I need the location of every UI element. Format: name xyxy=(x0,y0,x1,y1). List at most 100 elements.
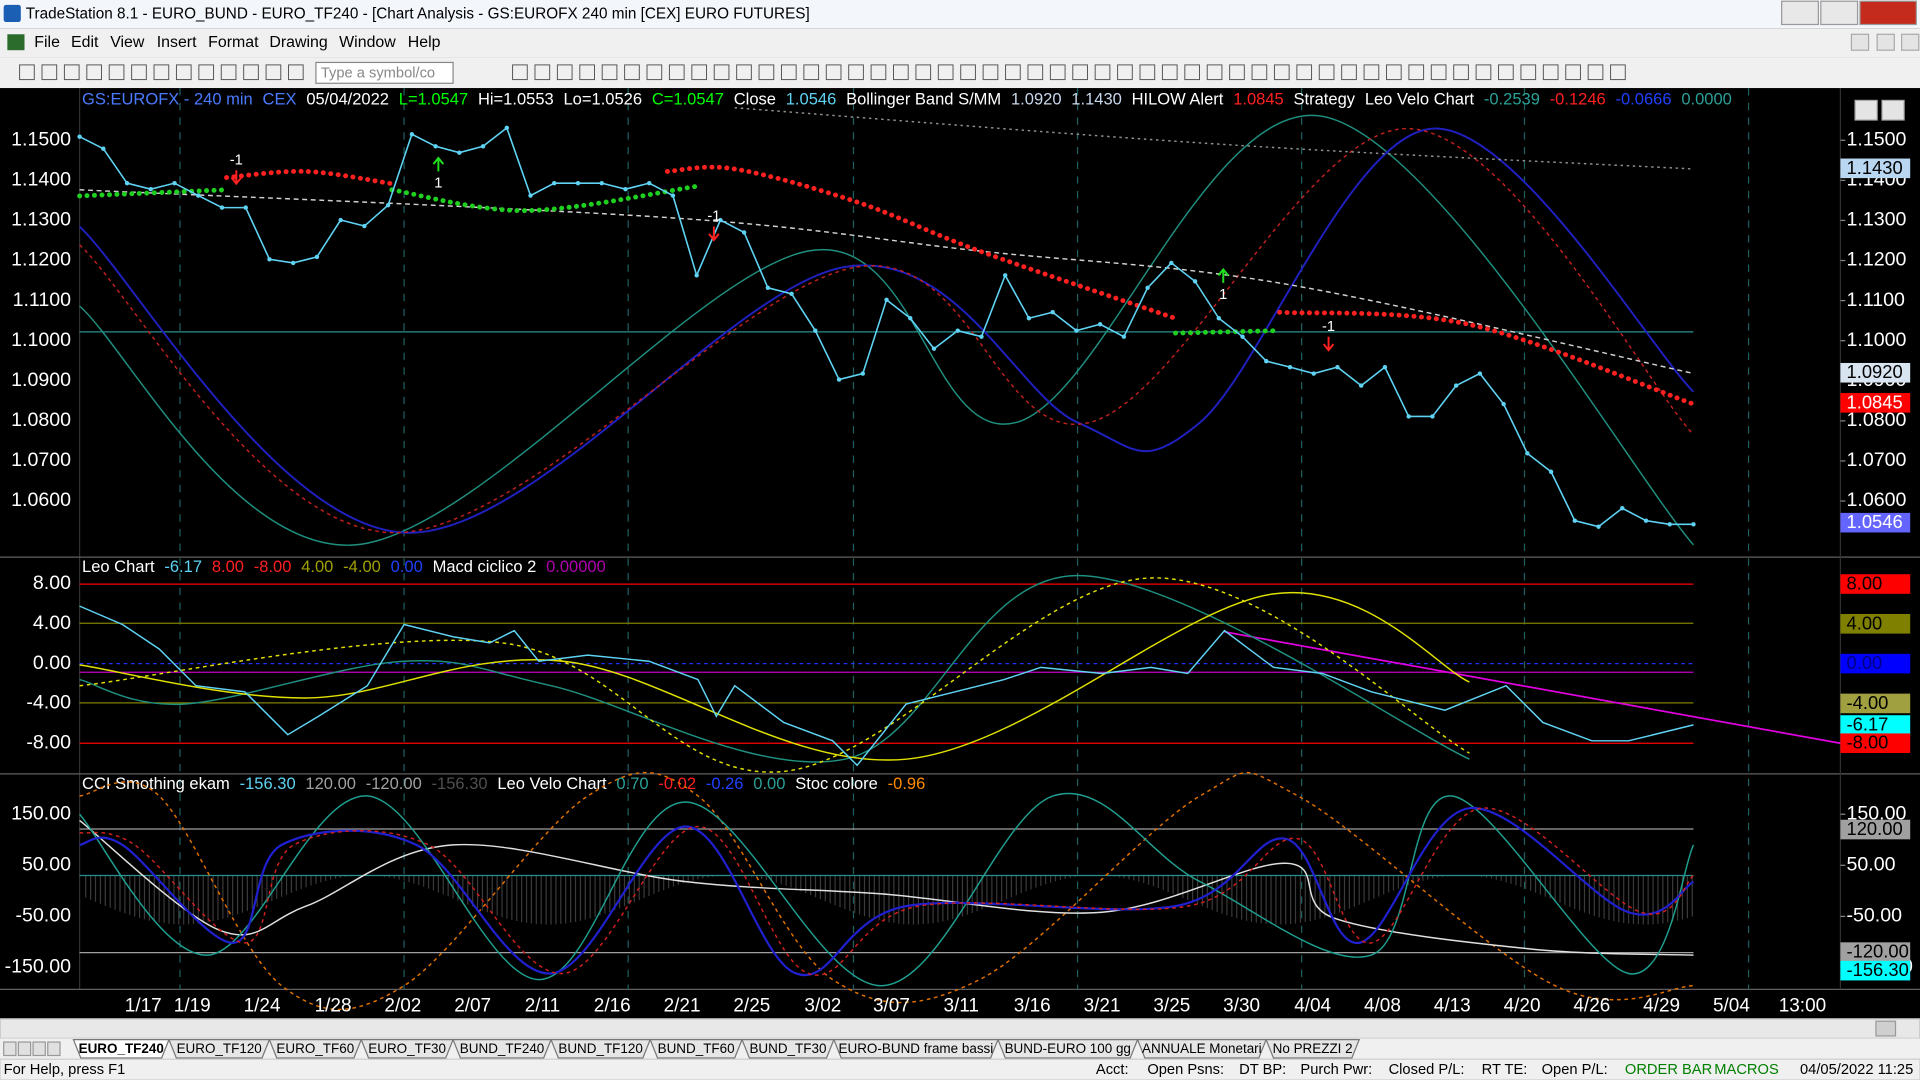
menu-item[interactable]: Drawing xyxy=(269,34,327,51)
toolbar-button[interactable] xyxy=(1094,64,1111,81)
sheet-tab[interactable] xyxy=(1265,1038,1361,1059)
maximize-button[interactable] xyxy=(1820,0,1859,26)
tab-nav-button[interactable] xyxy=(32,1041,46,1057)
toolbar-button[interactable] xyxy=(915,64,932,81)
toolbar-button[interactable] xyxy=(736,64,752,81)
menu-item[interactable]: Edit xyxy=(71,34,99,51)
toolbar-button[interactable] xyxy=(780,64,797,81)
sheet-tab[interactable] xyxy=(168,1038,271,1059)
toolbar-button[interactable] xyxy=(1363,64,1380,81)
toolbar-button[interactable] xyxy=(41,64,58,81)
toolbar-button[interactable] xyxy=(1296,64,1313,81)
toolbar-button[interactable] xyxy=(848,64,864,81)
minimize-button[interactable] xyxy=(1781,0,1819,26)
toolbar-button[interactable] xyxy=(1386,64,1402,81)
toolbar-button[interactable] xyxy=(1229,64,1245,81)
toolbar-button[interactable] xyxy=(825,64,842,81)
sheet-tab[interactable] xyxy=(550,1038,652,1059)
toolbar-button[interactable] xyxy=(1498,64,1514,81)
symbol-input[interactable] xyxy=(315,61,454,84)
toolbar-button[interactable] xyxy=(668,64,685,81)
toolbar-button[interactable] xyxy=(1072,64,1088,81)
toolbar-button[interactable] xyxy=(1049,64,1066,81)
sheet-tab[interactable] xyxy=(649,1038,743,1059)
toolbar-button[interactable] xyxy=(1341,64,1357,81)
toolbar-button[interactable] xyxy=(1318,64,1335,81)
sheet-tab[interactable] xyxy=(452,1038,552,1059)
sheet-tab[interactable] xyxy=(72,1038,170,1059)
toolbar-button[interactable] xyxy=(624,64,640,81)
close-button[interactable] xyxy=(1859,0,1917,26)
menu-item[interactable]: File xyxy=(34,34,60,51)
toolbar-button[interactable] xyxy=(870,64,887,81)
toolbar-button[interactable] xyxy=(556,64,573,81)
toolbar-button[interactable] xyxy=(982,64,999,81)
toolbar-button[interactable] xyxy=(758,64,775,81)
toolbar-button[interactable] xyxy=(153,64,170,81)
toolbar-button[interactable] xyxy=(265,64,282,81)
sheet-tab[interactable] xyxy=(268,1038,363,1059)
toolbar-button[interactable] xyxy=(288,64,304,81)
sheet-tab[interactable] xyxy=(741,1038,835,1059)
toolbar-button[interactable] xyxy=(601,64,618,81)
toolbar-button[interactable] xyxy=(512,64,528,81)
toolbar-button[interactable] xyxy=(131,64,147,81)
menu-item[interactable]: Window xyxy=(339,34,396,51)
toolbar-button[interactable] xyxy=(1117,64,1133,81)
toolbar-button[interactable] xyxy=(691,64,708,81)
toolbar-button[interactable] xyxy=(1587,64,1604,81)
toolbar-button[interactable] xyxy=(1161,64,1178,81)
trend-line xyxy=(1224,630,1841,745)
toolbar-button[interactable] xyxy=(198,64,215,81)
toolbar-button[interactable] xyxy=(63,64,80,81)
sheet-tab[interactable] xyxy=(832,1038,999,1059)
toolbar-button[interactable] xyxy=(1475,64,1492,81)
panel-button[interactable] xyxy=(1854,99,1878,121)
toolbar-button[interactable] xyxy=(579,64,595,81)
menu-item[interactable]: Help xyxy=(408,34,441,51)
toolbar-button[interactable] xyxy=(220,64,237,81)
toolbar-button[interactable] xyxy=(1453,64,1469,81)
tab-nav-button[interactable] xyxy=(17,1041,32,1057)
toolbar-button[interactable] xyxy=(1542,64,1559,81)
sheet-tab[interactable] xyxy=(360,1038,454,1059)
toolbar-button[interactable] xyxy=(1520,64,1537,81)
toolbar-button[interactable] xyxy=(1565,64,1581,81)
mdi-button[interactable] xyxy=(1850,33,1870,51)
scroll-thumb[interactable] xyxy=(1875,1020,1897,1037)
toolbar-button[interactable] xyxy=(534,64,551,81)
toolbar-button[interactable] xyxy=(1610,64,1626,81)
toolbar-button[interactable] xyxy=(1184,64,1200,81)
axis-marker-label: 0.00 xyxy=(1847,652,1883,673)
tab-nav-button[interactable] xyxy=(3,1041,17,1057)
toolbar-button[interactable] xyxy=(1005,64,1021,81)
mdi-button[interactable] xyxy=(1876,33,1895,51)
toolbar-button[interactable] xyxy=(893,64,909,81)
toolbar-button[interactable] xyxy=(937,64,954,81)
menu-item[interactable]: Format xyxy=(208,34,259,51)
sheet-tab[interactable] xyxy=(997,1038,1139,1059)
toolbar-button[interactable] xyxy=(960,64,976,81)
toolbar-button[interactable] xyxy=(713,64,730,81)
tab-nav-button[interactable] xyxy=(47,1041,61,1057)
toolbar-button[interactable] xyxy=(86,64,103,81)
toolbar-button[interactable] xyxy=(1206,64,1223,81)
toolbar-button[interactable] xyxy=(1273,64,1290,81)
mdi-button[interactable] xyxy=(1901,33,1920,51)
horizontal-scrollbar[interactable] xyxy=(0,1018,1920,1039)
toolbar-button[interactable] xyxy=(1251,64,1268,81)
toolbar-button[interactable] xyxy=(1430,64,1447,81)
toolbar-button[interactable] xyxy=(1408,64,1425,81)
toolbar-button[interactable] xyxy=(175,64,192,81)
toolbar-button[interactable] xyxy=(243,64,259,81)
toolbar-button[interactable] xyxy=(1027,64,1044,81)
menu-item[interactable]: Insert xyxy=(157,34,197,51)
sheet-tab[interactable] xyxy=(1136,1038,1268,1059)
menu-item[interactable]: View xyxy=(110,34,145,51)
toolbar-button[interactable] xyxy=(19,64,35,81)
panel-button[interactable] xyxy=(1881,99,1905,121)
toolbar-button[interactable] xyxy=(1139,64,1156,81)
toolbar-button[interactable] xyxy=(646,64,663,81)
toolbar-button[interactable] xyxy=(803,64,820,81)
toolbar-button[interactable] xyxy=(108,64,125,81)
